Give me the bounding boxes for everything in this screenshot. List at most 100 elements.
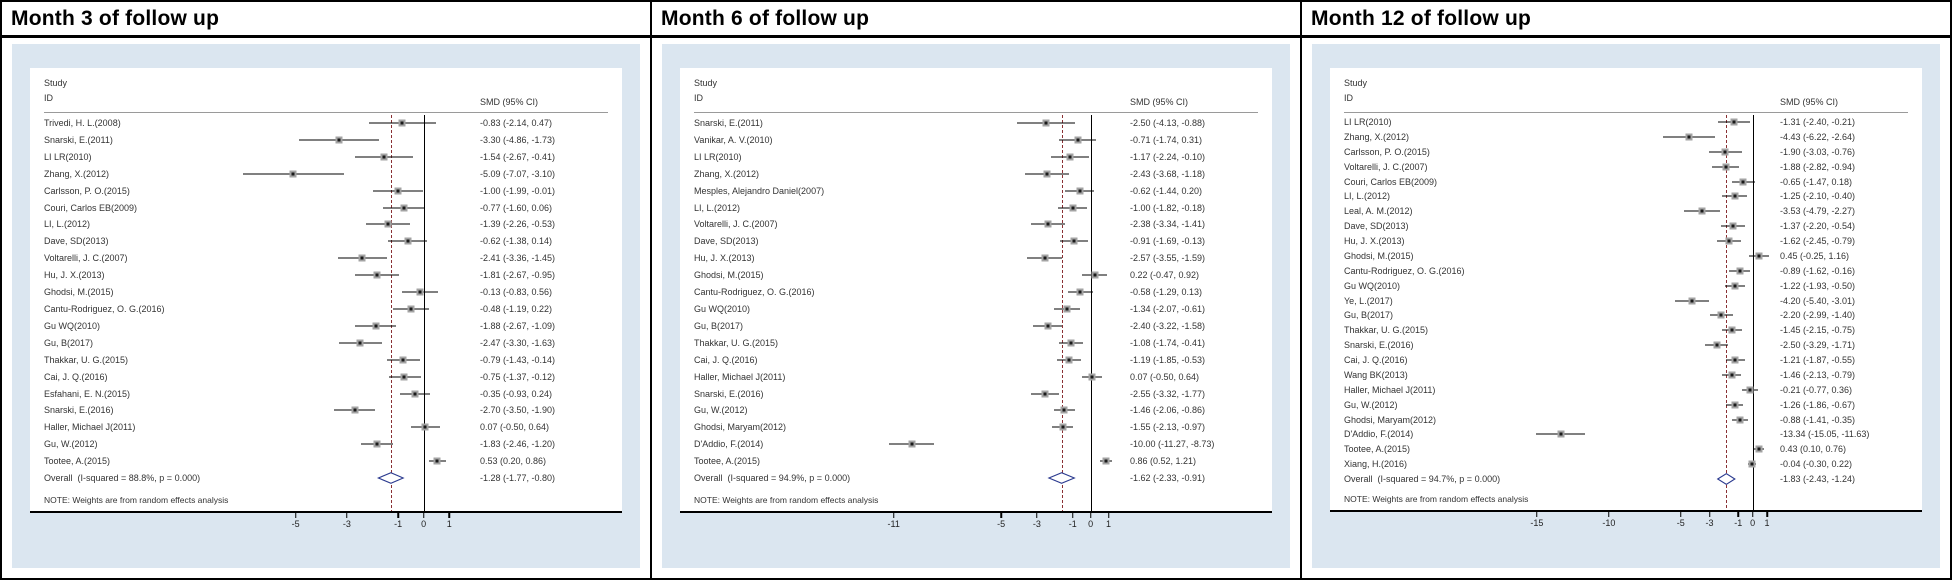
panel-title: Month 3 of follow up <box>2 2 650 38</box>
study-row: Wang BK(2013) -1.46 (-2.13, -0.79) <box>1344 367 1908 382</box>
study-row: Dave, SD(2013) -0.91 (-1.69, -0.13) <box>694 233 1258 250</box>
effect-marker <box>1070 237 1078 245</box>
smd-header-label: SMD (95% CI) <box>480 96 539 107</box>
study-row: Xiang, H.(2016) -0.04 (-0.30, 0.22) <box>1344 457 1908 472</box>
study-smd-value: -2.43 (-3.68, -1.18) <box>1130 168 1206 179</box>
study-label: Zhang, X.(2012) <box>694 168 760 179</box>
study-smd-value: 0.53 (0.20, 0.86) <box>480 456 547 467</box>
study-row: Couri, Carlos EB(2009) -0.77 (-1.60, 0.06… <box>44 199 608 216</box>
study-plot <box>224 199 480 216</box>
effect-marker <box>1044 220 1052 228</box>
study-smd-value: -1.00 (-1.82, -0.18) <box>1130 202 1206 213</box>
study-smd-value: -5.09 (-7.07, -3.10) <box>480 168 556 179</box>
effect-marker <box>1059 423 1067 431</box>
effect-marker <box>400 373 408 381</box>
axis-tick-label: -1 <box>394 518 403 529</box>
effect-marker <box>908 440 916 448</box>
study-header-label: Study <box>44 78 68 88</box>
effect-marker <box>399 356 407 364</box>
study-plot <box>224 284 480 301</box>
study-label: Haller, Michael J(2011) <box>694 371 786 382</box>
study-row: LI LR(2010) -1.54 (-2.67, -0.41) <box>44 148 608 165</box>
study-plot <box>874 233 1130 250</box>
axis-tick-label: 0 <box>1750 518 1756 529</box>
study-plot <box>1524 382 1780 397</box>
study-label: Esfahani, E. N.(2015) <box>44 388 131 399</box>
study-plot <box>224 402 480 419</box>
effect-marker <box>1069 204 1077 212</box>
study-row: Leal, A. M.(2012) -3.53 (-4.79, -2.27) <box>1344 204 1908 219</box>
study-plot <box>1524 308 1780 323</box>
study-label: Thakkar, U. G.(2015) <box>694 337 779 348</box>
study-label: Cantu-Rodriguez, O. G.(2016) <box>44 304 165 315</box>
study-label: Hu, J. X.(2013) <box>1344 236 1405 247</box>
overall-plot <box>1524 472 1780 487</box>
study-label: Cantu-Rodriguez, O. G.(2016) <box>1344 265 1465 276</box>
study-label: Gu, W.(2012) <box>694 405 748 416</box>
study-plot <box>1524 248 1780 263</box>
overall-plot <box>224 470 480 487</box>
study-label: Carlsson, P. O.(2015) <box>1344 146 1430 157</box>
effect-marker <box>1731 192 1739 200</box>
overall-row: Overall (I-squared = 88.8%, p = 0.000) -1… <box>44 470 608 487</box>
study-label: Zhang, X.(2012) <box>1344 131 1410 142</box>
study-plot <box>1524 353 1780 368</box>
study-row: Ghodsi, M.(2015) 0.22 (-0.47, 0.92) <box>694 267 1258 284</box>
zero-line <box>423 114 426 511</box>
study-plot <box>1524 189 1780 204</box>
axis-tick <box>1036 512 1038 518</box>
study-row: Snarski, E.(2011) -3.30 (-4.86, -1.73) <box>44 132 608 149</box>
study-smd-value: -2.38 (-3.34, -1.41) <box>1130 219 1206 230</box>
overall-smd-value: -1.83 (-2.43, -1.24) <box>1780 474 1856 485</box>
study-row: Cai, J. Q.(2016) -0.75 (-1.37, -0.12) <box>44 368 608 385</box>
study-rows: Trivedi, H. L.(2008) -0.83 (-2.14, 0.47) S… <box>44 115 608 487</box>
effect-marker <box>289 170 297 178</box>
axis-tick <box>1071 512 1074 518</box>
effect-marker <box>1721 148 1729 156</box>
study-smd-value: -2.40 (-3.22, -1.58) <box>1130 320 1206 331</box>
plot-region: Study ID SMD (95% CI) Trivedi, H. L.(200… <box>30 68 622 513</box>
study-smd-value: -1.26 (-1.86, -0.67) <box>1780 399 1856 410</box>
axis-tick-label: -3 <box>1705 518 1714 529</box>
study-plot <box>874 334 1130 351</box>
study-plot <box>224 115 480 132</box>
study-row: LI, L.(2012) -1.39 (-2.26, -0.53) <box>44 216 608 233</box>
effect-marker <box>1076 288 1084 296</box>
study-row: Snarski, E.(2011) -2.50 (-4.13, -0.88) <box>694 115 1258 132</box>
study-label: Mesples, Alejandro Daniel(2007) <box>694 185 825 196</box>
study-row: Mesples, Alejandro Daniel(2007) -0.62 (-1… <box>694 182 1258 199</box>
smd-header-label: SMD (95% CI) <box>1130 96 1189 107</box>
weights-note: NOTE: Weights are from random effects an… <box>1344 494 1529 505</box>
study-plot <box>1524 293 1780 308</box>
study-row: LI LR(2010) -1.17 (-2.24, -0.10) <box>694 148 1258 165</box>
study-plot <box>1524 412 1780 427</box>
effect-marker <box>380 153 388 161</box>
study-label: Voltarelli, J. C.(2007) <box>1344 161 1428 172</box>
panel-title: Month 6 of follow up <box>652 2 1300 38</box>
study-row: Carlsson, P. O.(2015) -1.00 (-1.99, -0.01… <box>44 182 608 199</box>
axis-tick-label: -5 <box>997 518 1006 529</box>
study-smd-value: -1.88 (-2.82, -0.94) <box>1780 161 1856 172</box>
zero-line <box>1090 114 1093 511</box>
effect-marker <box>1731 282 1739 290</box>
study-smd-value: -1.62 (-2.45, -0.79) <box>1780 236 1856 247</box>
study-plot <box>1524 278 1780 293</box>
effect-marker <box>1091 271 1099 279</box>
study-label: Snarski, E.(2016) <box>694 388 764 399</box>
study-smd-value: -0.35 (-0.93, 0.24) <box>480 388 553 399</box>
study-smd-value: 0.45 (-0.25, 1.16) <box>1780 250 1850 261</box>
study-row: Esfahani, E. N.(2015) -0.35 (-0.93, 0.24) <box>44 385 608 402</box>
overall-label: Overall (I-squared = 94.7%, p = 0.000) <box>1344 474 1501 485</box>
axis-tick <box>294 512 297 518</box>
overall-diamond <box>1524 473 1780 485</box>
study-label: Tootee, A.(2015) <box>694 456 761 467</box>
axis-tick <box>1107 512 1110 518</box>
study-label: Ghodsi, M.(2015) <box>694 270 764 281</box>
study-row: Gu WQ(2010) -1.88 (-2.67, -1.09) <box>44 317 608 334</box>
study-smd-value: -2.50 (-4.13, -0.88) <box>1130 118 1206 129</box>
study-smd-value: -4.43 (-6.22, -2.64) <box>1780 131 1856 142</box>
overall-label: Overall (I-squared = 88.8%, p = 0.000) <box>44 473 201 484</box>
study-label: LI LR(2010) <box>694 151 742 162</box>
panel-body: Study ID SMD (95% CI) Snarski, E.(2011) -… <box>652 38 1300 578</box>
study-plot <box>224 334 480 351</box>
